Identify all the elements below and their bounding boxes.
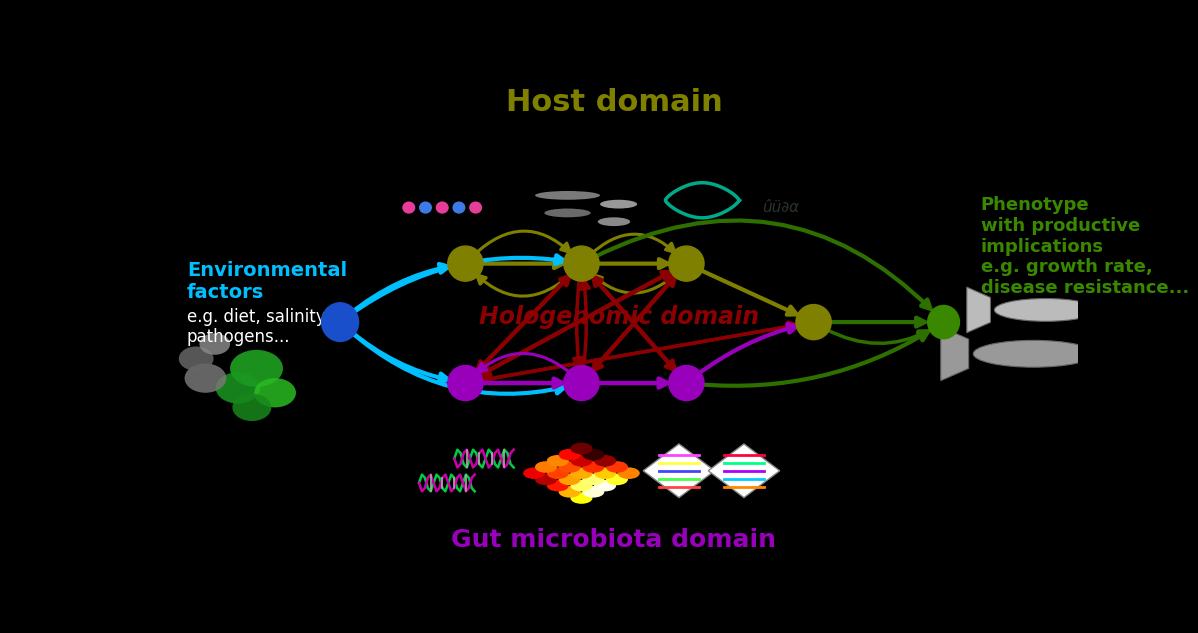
Ellipse shape — [582, 461, 604, 473]
Text: Hologenomic domain: Hologenomic domain — [478, 305, 758, 329]
Ellipse shape — [594, 455, 616, 467]
Text: Environmental: Environmental — [187, 261, 347, 280]
Ellipse shape — [419, 201, 432, 214]
Polygon shape — [708, 444, 780, 498]
Ellipse shape — [536, 473, 557, 485]
Text: factors: factors — [187, 284, 264, 303]
Ellipse shape — [230, 350, 283, 387]
Ellipse shape — [564, 246, 599, 281]
Ellipse shape — [600, 200, 637, 208]
Ellipse shape — [199, 334, 230, 354]
Ellipse shape — [594, 467, 616, 479]
Text: Gut microbiota domain: Gut microbiota domain — [452, 528, 776, 552]
Text: Phenotype
with productive
implications
e.g. growth rate,
disease resistance...: Phenotype with productive implications e… — [981, 196, 1188, 297]
Ellipse shape — [453, 201, 465, 214]
Ellipse shape — [570, 480, 593, 491]
Ellipse shape — [216, 372, 260, 403]
Ellipse shape — [594, 480, 616, 491]
Text: ûü∂α: ûü∂α — [763, 200, 799, 215]
Ellipse shape — [321, 303, 358, 341]
Ellipse shape — [546, 480, 569, 491]
Ellipse shape — [795, 304, 831, 340]
Ellipse shape — [606, 461, 628, 473]
Ellipse shape — [994, 299, 1097, 322]
Ellipse shape — [570, 442, 593, 454]
Polygon shape — [940, 327, 969, 380]
Ellipse shape — [564, 365, 599, 401]
Ellipse shape — [558, 473, 581, 485]
Ellipse shape — [558, 486, 581, 498]
Ellipse shape — [582, 486, 604, 498]
Text: Host domain: Host domain — [506, 88, 722, 117]
Ellipse shape — [232, 394, 272, 421]
Ellipse shape — [470, 201, 482, 214]
Text: pathogens...: pathogens... — [187, 328, 290, 346]
Ellipse shape — [927, 306, 960, 339]
Ellipse shape — [524, 467, 545, 479]
Ellipse shape — [598, 217, 630, 226]
Ellipse shape — [179, 346, 213, 371]
Ellipse shape — [403, 201, 416, 214]
Ellipse shape — [546, 455, 569, 467]
Ellipse shape — [448, 246, 483, 281]
Ellipse shape — [546, 467, 569, 479]
Ellipse shape — [606, 473, 628, 485]
Polygon shape — [643, 444, 715, 498]
Ellipse shape — [558, 461, 581, 473]
Ellipse shape — [668, 246, 704, 281]
Text: e.g. diet, salinity,: e.g. diet, salinity, — [187, 308, 331, 326]
Ellipse shape — [558, 449, 581, 460]
Ellipse shape — [570, 467, 593, 479]
Ellipse shape — [973, 341, 1094, 367]
Ellipse shape — [536, 191, 600, 200]
Ellipse shape — [254, 378, 296, 408]
Polygon shape — [967, 287, 991, 333]
Ellipse shape — [570, 492, 593, 504]
Ellipse shape — [536, 461, 557, 473]
Ellipse shape — [436, 201, 449, 214]
Ellipse shape — [668, 365, 704, 401]
Ellipse shape — [448, 365, 483, 401]
Ellipse shape — [544, 208, 591, 217]
Ellipse shape — [570, 455, 593, 467]
Ellipse shape — [582, 473, 604, 485]
Ellipse shape — [618, 467, 640, 479]
Ellipse shape — [184, 363, 226, 392]
Ellipse shape — [582, 449, 604, 460]
